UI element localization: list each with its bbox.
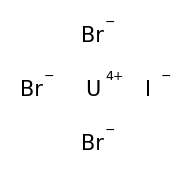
Text: −: − [161,70,171,83]
Text: −: − [44,70,54,83]
Text: I: I [145,80,151,100]
Text: Br: Br [20,80,43,100]
Text: Br: Br [81,134,104,154]
Text: U: U [85,80,100,100]
Text: −: − [105,16,115,29]
Text: −: − [105,124,115,137]
Text: Br: Br [81,26,104,46]
Text: 4+: 4+ [105,70,124,83]
